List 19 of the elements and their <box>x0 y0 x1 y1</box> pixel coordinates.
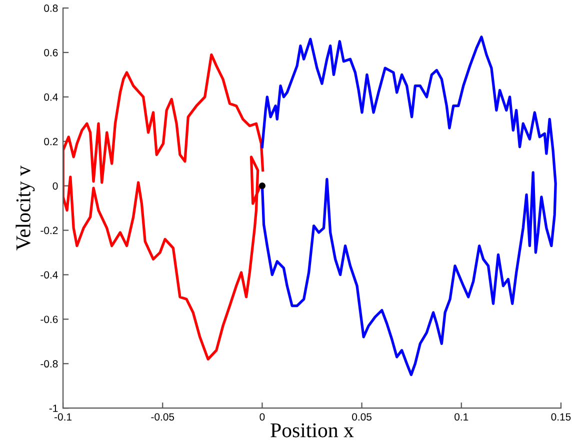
y-tick-label: 0.8 <box>44 4 58 12</box>
x-tick-label: 0 <box>260 413 265 421</box>
line-series <box>63 53 264 361</box>
y-tick-label: -0.6 <box>40 316 58 324</box>
y-tick-label: 0.6 <box>44 48 58 56</box>
x-tick-label: 0.05 <box>352 413 372 421</box>
y-tick-label: -1 <box>49 404 58 412</box>
y-tick-label: 0.2 <box>44 138 58 146</box>
y-axis-title: Velocity v <box>16 166 35 250</box>
y-tick-label: -0.4 <box>40 271 58 279</box>
y-tick-label: 0.4 <box>44 93 58 101</box>
x-tick-label: 0.1 <box>454 413 468 421</box>
x-tick-label: 0.15 <box>551 413 571 421</box>
y-tick-label: -0.8 <box>40 360 58 368</box>
y-tick-label: -0.2 <box>40 226 58 234</box>
x-axis-title: Position x <box>270 423 354 438</box>
x-tick-label: -0.1 <box>54 413 72 421</box>
y-tick-label: 0 <box>52 182 58 190</box>
x-tick-label: -0.05 <box>151 413 174 421</box>
